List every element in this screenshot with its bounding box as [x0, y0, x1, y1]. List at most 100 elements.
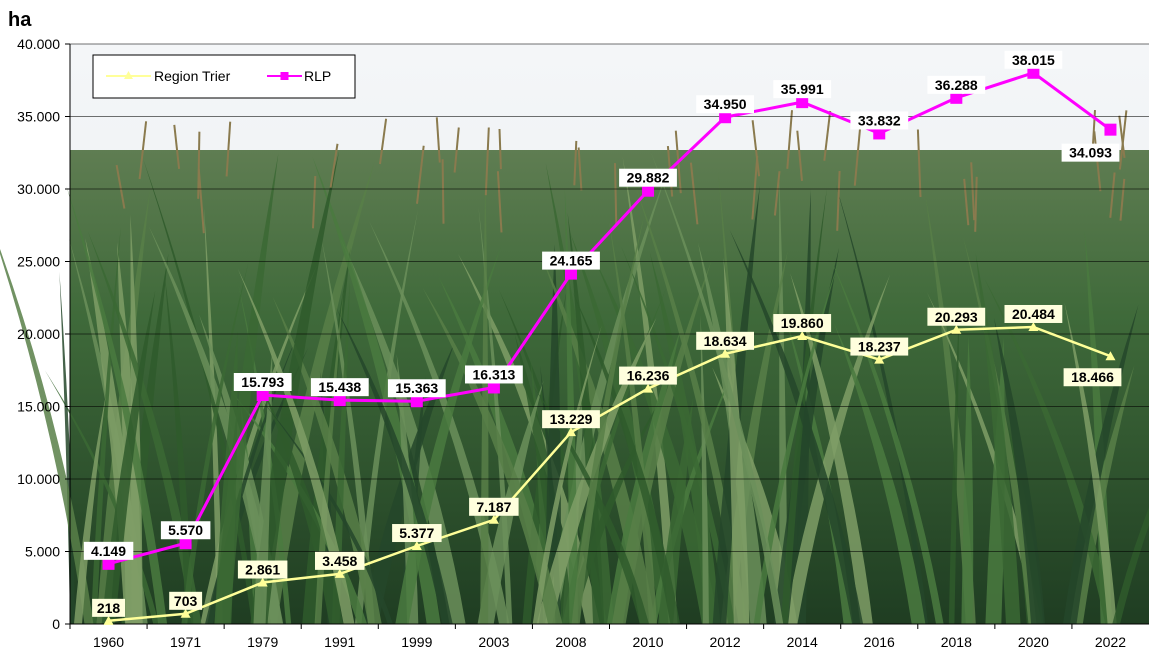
- data-label: 19.860: [781, 315, 824, 331]
- tassel: [138, 121, 148, 180]
- data-label: 34.950: [704, 96, 747, 112]
- data-label-box: [927, 307, 986, 326]
- data-label: 36.288: [935, 77, 978, 93]
- leaf: [331, 280, 350, 624]
- leaf: [544, 244, 561, 625]
- data-label: 29.882: [627, 170, 670, 186]
- leaf: [834, 323, 926, 624]
- y-tick-label: 15.000: [17, 399, 60, 415]
- region-trier-point: [951, 324, 962, 334]
- leaf: [595, 260, 719, 624]
- leaf: [422, 287, 563, 624]
- data-label: 20.484: [1012, 306, 1055, 322]
- data-label: 34.093: [1069, 145, 1112, 161]
- tassel: [751, 155, 759, 220]
- leaf: [783, 309, 853, 624]
- x-tick-label: 2016: [864, 634, 895, 648]
- rlp-point: [333, 394, 346, 407]
- data-label: 18.634: [704, 333, 747, 349]
- leaf: [611, 261, 712, 624]
- leaf: [790, 273, 873, 624]
- data-label-box: [1061, 143, 1120, 162]
- data-label: 3.458: [322, 553, 357, 569]
- data-label: 15.793: [241, 374, 284, 390]
- tassel: [225, 121, 232, 177]
- x-tick-label: 2022: [1095, 634, 1126, 648]
- data-label: 18.237: [858, 339, 901, 355]
- tassel: [751, 120, 761, 177]
- tassel: [453, 127, 460, 173]
- data-label: 38.015: [1012, 52, 1055, 68]
- data-label-box: [850, 337, 909, 356]
- axes: 0 5.000 10.000 15.000 20.000 25.000 30.000 35.0…: [17, 36, 1149, 648]
- tassel: [498, 128, 502, 170]
- region-trier-point: [1105, 351, 1116, 361]
- region-trier-point: [1028, 321, 1039, 331]
- leaf: [564, 391, 665, 624]
- data-label-box: [92, 598, 125, 617]
- data-label-box: [542, 410, 600, 429]
- rlp-point: [950, 91, 963, 104]
- data-label-box: [773, 80, 832, 99]
- leaf: [948, 303, 960, 624]
- rlp-point: [796, 96, 809, 109]
- x-tick-label: 2018: [941, 634, 972, 648]
- leaf: [44, 370, 160, 624]
- data-label: 218: [97, 600, 121, 616]
- data-label-box: [465, 365, 523, 384]
- x-tick-label: 2020: [1018, 634, 1049, 648]
- leaf: [729, 230, 864, 624]
- region-trier-point: [874, 354, 885, 364]
- data-label-box: [619, 366, 677, 385]
- tassel: [197, 131, 201, 199]
- data-label-box: [233, 373, 292, 392]
- y-tick-label: 20.000: [17, 326, 60, 342]
- region-trier-point: [334, 568, 345, 578]
- x-tick-label: 2003: [478, 634, 509, 648]
- tassel: [1109, 172, 1116, 218]
- series-layer: 218 703 2.861 3.458 5.377 7.187 13.229 16.236 18…: [83, 50, 1122, 625]
- leaf: [354, 209, 419, 624]
- leaf: [237, 268, 355, 624]
- y-tick-label: 35.000: [17, 109, 60, 125]
- x-tick-label: 2014: [787, 634, 818, 648]
- rlp-point: [873, 127, 886, 140]
- tassel: [916, 129, 922, 198]
- data-label-box: [310, 378, 369, 397]
- gridlines: [70, 43, 1149, 552]
- leaf: [253, 349, 273, 624]
- data-label: 20.293: [935, 309, 978, 325]
- data-label-box: [1004, 50, 1063, 69]
- rlp-point: [487, 381, 500, 394]
- leaf: [533, 385, 649, 624]
- data-label-box: [696, 331, 754, 350]
- data-label: 703: [174, 593, 198, 609]
- data-label-box: [542, 251, 600, 270]
- legend: Region Trier RLP: [92, 54, 356, 99]
- rlp-point: [1027, 66, 1040, 79]
- region-trier-point: [103, 615, 114, 625]
- tassel: [853, 121, 862, 186]
- data-label-box: [83, 541, 134, 560]
- data-label-box: [773, 314, 832, 333]
- leaf: [649, 357, 739, 624]
- leaf: [74, 394, 106, 624]
- leaf: [369, 221, 510, 624]
- data-label-box: [927, 75, 986, 94]
- data-label-box: [619, 168, 677, 187]
- data-label: 13.229: [550, 411, 593, 427]
- series-line-region-trier: [108, 325, 1111, 623]
- region-trier-point: [720, 348, 731, 358]
- tassel: [379, 118, 388, 165]
- tassel: [970, 162, 976, 221]
- legend-region-trier-label: Region Trier: [154, 68, 231, 84]
- leaf: [571, 212, 645, 625]
- tassel: [974, 176, 978, 232]
- data-label: 35.991: [781, 81, 824, 97]
- x-tick-label: 2010: [632, 634, 663, 648]
- y-axis-unit: ha: [8, 9, 32, 31]
- x-tick-label: 1999: [401, 634, 432, 648]
- leaf: [1064, 302, 1117, 624]
- rlp-point: [102, 557, 115, 570]
- rlp-point: [256, 389, 269, 402]
